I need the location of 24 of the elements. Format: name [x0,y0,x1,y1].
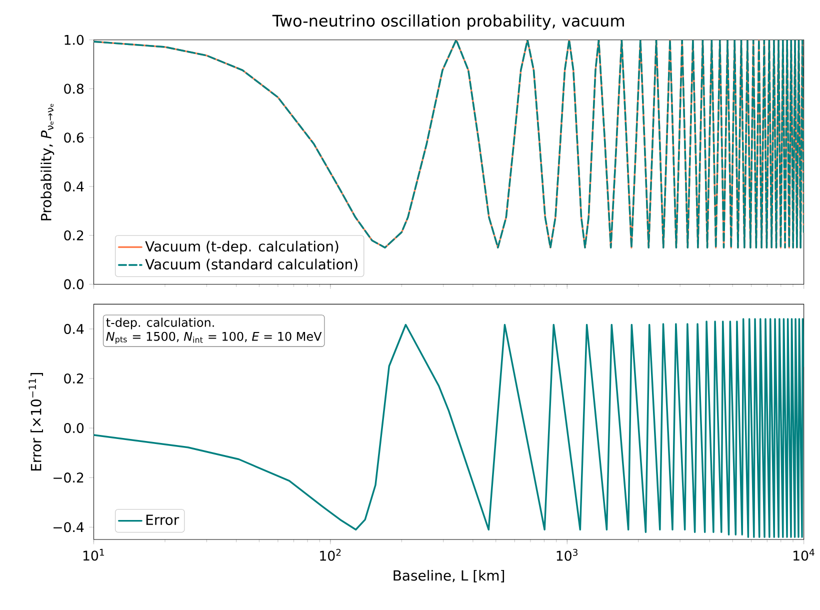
x-tick-label: 10$^{1}$ [83,548,104,561]
y-tick-label: 1.0 [64,34,84,45]
y-tick-label: 0.4 [64,324,84,334]
y-tick-label: −0.4 [54,522,84,532]
chart-title: Two-neutrino oscillation probability, vacuum [272,14,624,30]
y-tick-label: 0.4 [64,181,84,192]
x-tick-label: 10$^{4}$ [794,548,814,561]
legend-label: Vacuum (t-dep. calculation) [145,240,338,254]
y-axis-title: Probability, P$_{νₑ→νₑ}$ [40,104,54,220]
annotation: t-dep. calculation. [106,318,214,330]
y-tick-label: 0.0 [64,279,84,290]
legend-label: Error [146,514,180,525]
y-tick-label: 0.6 [64,132,84,142]
x-tick-label: 10$^{3}$ [556,548,578,561]
y-tick-label: −0.2 [54,472,84,482]
y-tick-label: 0.0 [64,422,84,433]
y-tick-label: 0.2 [64,373,84,384]
x-tick-label: 10$^{2}$ [320,548,341,561]
y-tick-label: 0.8 [64,84,84,94]
y-tick-label: 0.2 [64,230,84,240]
y-axis-title: Error [×10$^{−11}$] [28,372,43,470]
annotation: N$_{pts}$ = 1500, N$_{int}$ = 100, E = 10 MeV [106,332,322,344]
legend-label: Vacuum (standard calculation) [145,258,358,271]
x-axis-title: Baseline, L [km] [394,570,504,582]
